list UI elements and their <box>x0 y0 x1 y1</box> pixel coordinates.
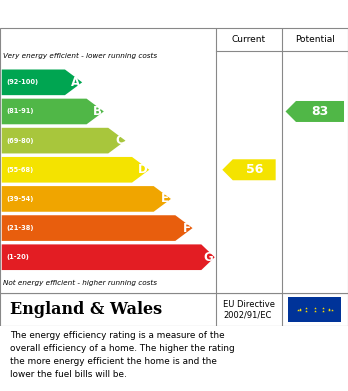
Polygon shape <box>2 186 171 212</box>
Text: (81-91): (81-91) <box>6 108 33 115</box>
Text: EU Directive: EU Directive <box>223 300 275 309</box>
Text: The energy efficiency rating is a measure of the
overall efficiency of a home. T: The energy efficiency rating is a measur… <box>10 331 235 379</box>
Text: Potential: Potential <box>295 35 335 44</box>
Text: (21-38): (21-38) <box>6 225 33 231</box>
Text: Very energy efficient - lower running costs: Very energy efficient - lower running co… <box>3 53 158 59</box>
Text: D: D <box>138 163 148 176</box>
Polygon shape <box>2 215 192 241</box>
Polygon shape <box>285 101 344 122</box>
Text: (39-54): (39-54) <box>6 196 33 202</box>
Text: A: A <box>71 76 80 89</box>
Text: (1-20): (1-20) <box>6 254 29 260</box>
Polygon shape <box>2 70 82 95</box>
Text: (55-68): (55-68) <box>6 167 33 173</box>
Text: Energy Efficiency Rating: Energy Efficiency Rating <box>10 7 212 22</box>
Text: Not energy efficient - higher running costs: Not energy efficient - higher running co… <box>3 280 158 286</box>
Text: 2002/91/EC: 2002/91/EC <box>223 311 272 320</box>
Text: F: F <box>183 222 191 235</box>
Text: B: B <box>93 105 102 118</box>
Polygon shape <box>2 128 125 153</box>
Text: 56: 56 <box>246 163 263 176</box>
Text: (69-80): (69-80) <box>6 138 33 143</box>
Text: G: G <box>203 251 213 264</box>
Text: (92-100): (92-100) <box>6 79 38 85</box>
Text: E: E <box>161 192 169 205</box>
Polygon shape <box>222 159 276 180</box>
Text: England & Wales: England & Wales <box>10 301 163 318</box>
Text: 83: 83 <box>311 105 329 118</box>
Polygon shape <box>2 244 215 270</box>
Text: C: C <box>115 134 124 147</box>
Polygon shape <box>2 157 149 183</box>
Bar <box>288 297 341 322</box>
Polygon shape <box>2 99 104 124</box>
Text: Current: Current <box>232 35 266 44</box>
